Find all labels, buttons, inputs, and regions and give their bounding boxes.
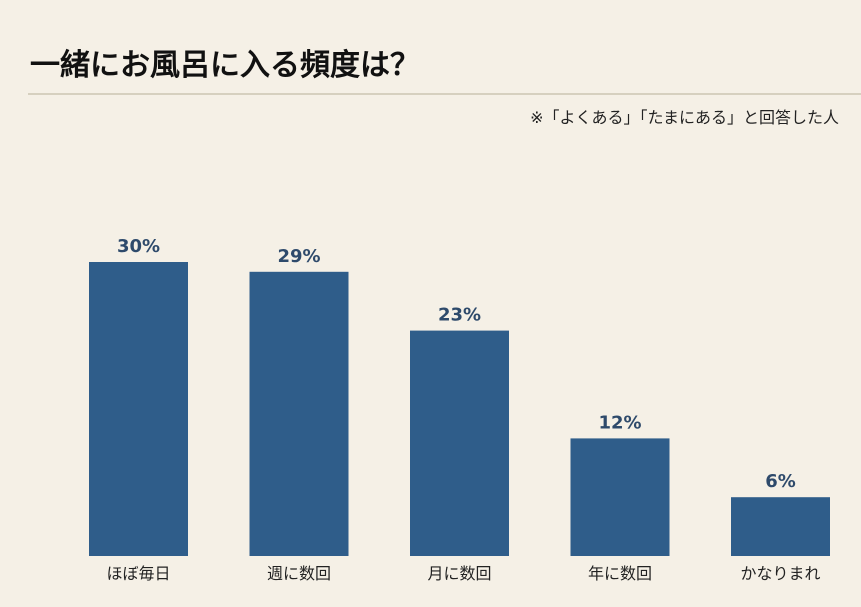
category-label-2: 週に数回 (267, 564, 331, 583)
category-label-1: ほぼ毎日 (106, 564, 170, 583)
bar-4 (570, 438, 670, 556)
value-label-3: 23% (438, 305, 481, 326)
value-label-2: 29% (277, 246, 320, 267)
bar-5 (731, 497, 830, 556)
chart-title: 一緒にお風呂に入る頻度は？ (30, 48, 420, 83)
bar-1 (89, 262, 188, 556)
chart-note: ※「よくある」「たまにある」と回答した人 (530, 108, 839, 127)
category-label-4: 年に数回 (588, 564, 652, 583)
bar-2 (249, 271, 349, 556)
title-divider (28, 93, 861, 95)
value-label-1: 30% (117, 236, 160, 257)
value-label-5: 6% (765, 471, 796, 492)
category-label-5: かなりまれ (740, 564, 820, 583)
category-label-3: 月に数回 (427, 564, 491, 583)
bar-3 (410, 330, 509, 556)
value-label-4: 12% (598, 412, 641, 433)
